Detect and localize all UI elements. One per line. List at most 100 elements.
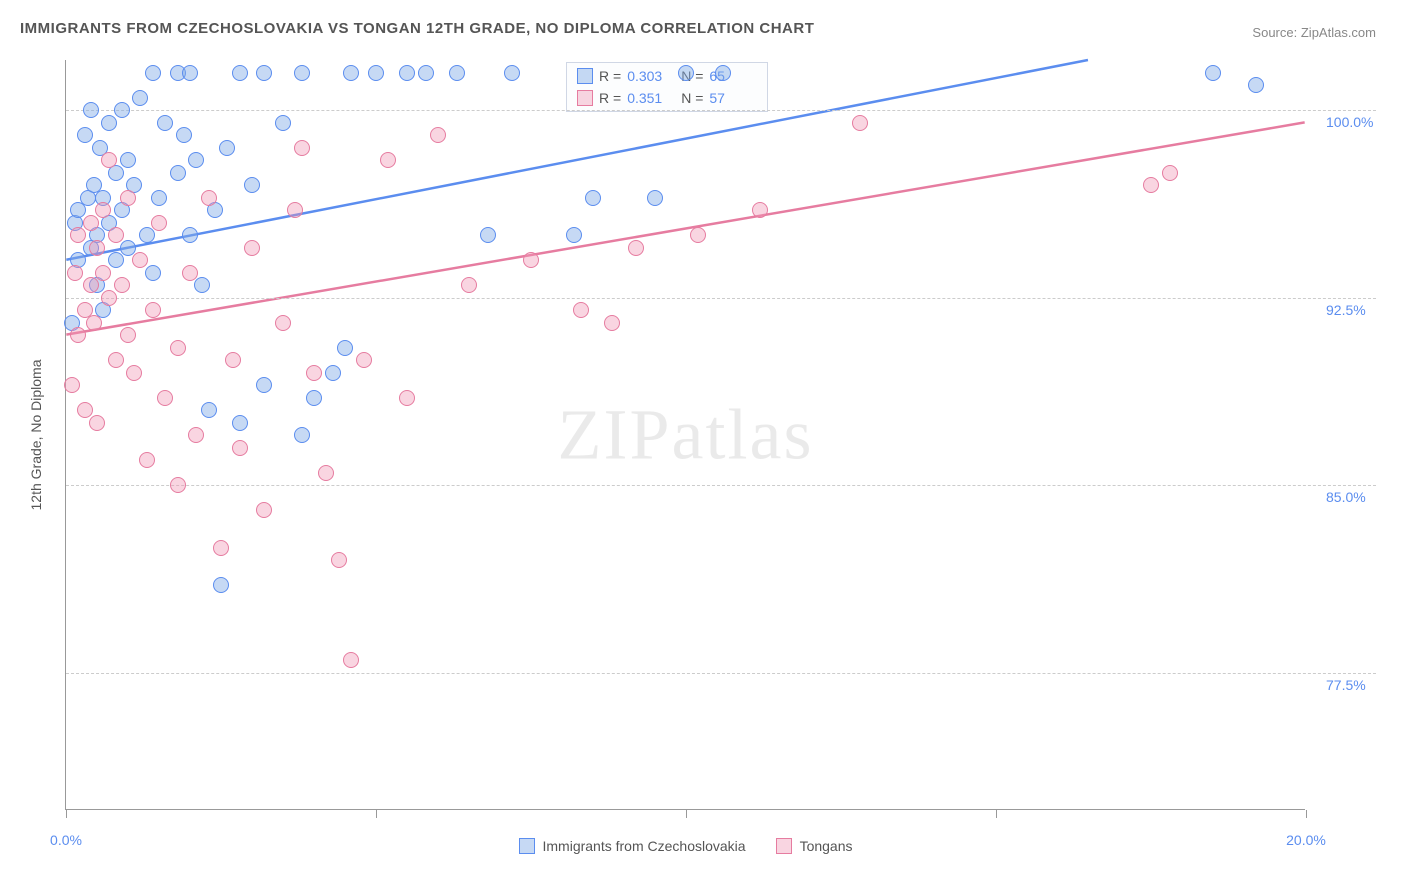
x-tick-mark xyxy=(376,810,377,818)
data-point xyxy=(399,65,415,81)
data-point xyxy=(95,265,111,281)
data-point xyxy=(399,390,415,406)
gridline xyxy=(66,110,1376,111)
data-point xyxy=(70,327,86,343)
data-point xyxy=(170,340,186,356)
legend-item: Tongans xyxy=(776,838,853,854)
chart-container: IMMIGRANTS FROM CZECHOSLOVAKIA VS TONGAN… xyxy=(20,20,1386,872)
legend-swatch xyxy=(776,838,792,854)
data-point xyxy=(83,277,99,293)
data-point xyxy=(77,402,93,418)
data-point xyxy=(852,115,868,131)
plot-area: 12th Grade, No Diploma ZIPatlas R =0.303… xyxy=(65,60,1305,810)
data-point xyxy=(83,215,99,231)
source-name: ZipAtlas.com xyxy=(1301,25,1376,40)
data-point xyxy=(480,227,496,243)
chart-title: IMMIGRANTS FROM CZECHOSLOVAKIA VS TONGAN… xyxy=(20,20,814,37)
data-point xyxy=(188,152,204,168)
gridline xyxy=(66,298,1376,299)
data-point xyxy=(225,352,241,368)
data-point xyxy=(752,202,768,218)
legend-n-label: N = xyxy=(681,90,703,106)
data-point xyxy=(132,252,148,268)
data-point xyxy=(573,302,589,318)
data-point xyxy=(145,302,161,318)
data-point xyxy=(356,352,372,368)
data-point xyxy=(418,65,434,81)
data-point xyxy=(145,265,161,281)
data-point xyxy=(380,152,396,168)
data-point xyxy=(325,365,341,381)
legend-row: R =0.303N =65 xyxy=(567,65,767,87)
source-label: Source: xyxy=(1252,25,1297,40)
data-point xyxy=(1248,77,1264,93)
x-tick-mark xyxy=(1306,810,1307,818)
trend-line xyxy=(66,122,1304,334)
data-point xyxy=(101,152,117,168)
legend-item: Immigrants from Czechoslovakia xyxy=(519,838,746,854)
data-point xyxy=(194,277,210,293)
data-point xyxy=(275,315,291,331)
data-point xyxy=(182,227,198,243)
data-point xyxy=(86,315,102,331)
legend-r-label: R = xyxy=(599,90,621,106)
legend-series-name: Immigrants from Czechoslovakia xyxy=(543,838,746,854)
data-point xyxy=(176,127,192,143)
data-point xyxy=(690,227,706,243)
data-point xyxy=(343,652,359,668)
data-point xyxy=(64,377,80,393)
data-point xyxy=(77,127,93,143)
data-point xyxy=(337,340,353,356)
y-tick-label: 100.0% xyxy=(1326,114,1373,130)
x-tick-label: 0.0% xyxy=(50,832,82,848)
data-point xyxy=(306,365,322,381)
data-point xyxy=(157,390,173,406)
data-point xyxy=(256,502,272,518)
watermark: ZIPatlas xyxy=(558,393,814,476)
data-point xyxy=(318,465,334,481)
data-point xyxy=(715,65,731,81)
data-point xyxy=(368,65,384,81)
data-point xyxy=(213,577,229,593)
legend-row: R =0.351N =57 xyxy=(567,87,767,109)
data-point xyxy=(70,227,86,243)
data-point xyxy=(461,277,477,293)
x-tick-mark xyxy=(66,810,67,818)
data-point xyxy=(67,265,83,281)
data-point xyxy=(145,65,161,81)
data-point xyxy=(151,190,167,206)
data-point xyxy=(126,365,142,381)
data-point xyxy=(566,227,582,243)
data-point xyxy=(294,140,310,156)
data-point xyxy=(306,390,322,406)
legend-r-value: 0.351 xyxy=(627,90,675,106)
data-point xyxy=(114,102,130,118)
data-point xyxy=(244,240,260,256)
data-point xyxy=(151,215,167,231)
data-point xyxy=(83,102,99,118)
data-point xyxy=(157,115,173,131)
data-point xyxy=(139,227,155,243)
y-axis-label: 12th Grade, No Diploma xyxy=(28,359,44,510)
data-point xyxy=(449,65,465,81)
data-point xyxy=(628,240,644,256)
data-point xyxy=(294,65,310,81)
data-point xyxy=(430,127,446,143)
data-point xyxy=(343,65,359,81)
data-point xyxy=(647,190,663,206)
y-tick-label: 77.5% xyxy=(1326,677,1366,693)
data-point xyxy=(120,152,136,168)
gridline xyxy=(66,673,1376,674)
data-point xyxy=(523,252,539,268)
legend-swatch xyxy=(577,68,593,84)
data-point xyxy=(213,540,229,556)
data-point xyxy=(188,427,204,443)
data-point xyxy=(232,415,248,431)
y-tick-label: 85.0% xyxy=(1326,489,1366,505)
data-point xyxy=(585,190,601,206)
data-point xyxy=(275,115,291,131)
data-point xyxy=(108,252,124,268)
data-point xyxy=(1205,65,1221,81)
data-point xyxy=(201,190,217,206)
x-tick-mark xyxy=(996,810,997,818)
